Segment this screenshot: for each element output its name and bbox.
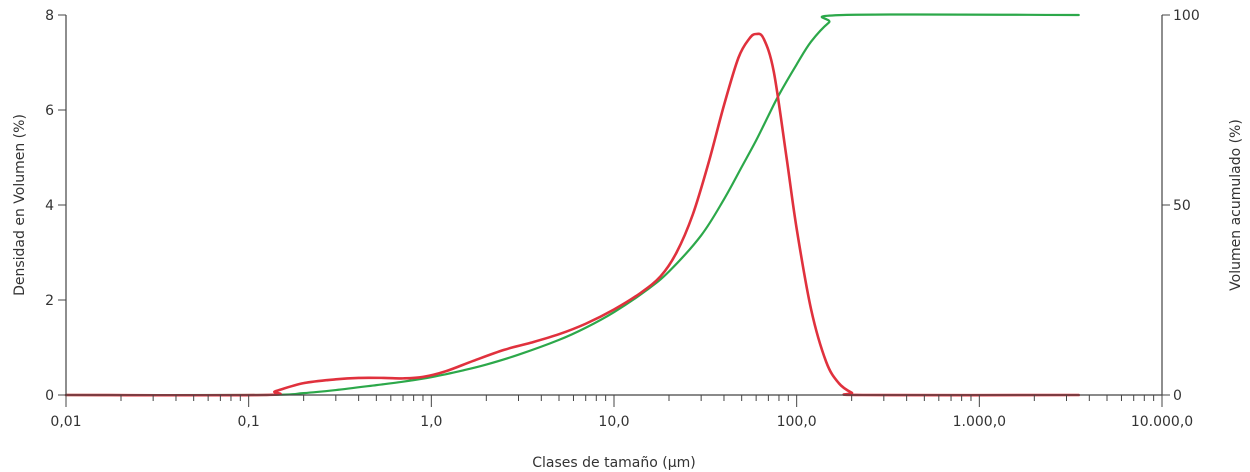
axes-layer — [58, 14, 1170, 407]
y-left-tick-label: 6 — [45, 103, 54, 119]
y-left-tick-label: 2 — [45, 293, 54, 309]
y-right-tick-label: 0 — [1173, 388, 1182, 404]
y-right-axis-title: Volumen acumulado (%) — [1228, 119, 1244, 291]
x-tick-label: 0,01 — [50, 414, 81, 430]
y-left-tick-label: 4 — [45, 198, 54, 214]
y-left-tick-label: 8 — [45, 8, 54, 24]
curves-layer — [64, 13, 1081, 397]
series-line-cumulative — [64, 13, 1080, 397]
x-tick-label: 10,0 — [598, 414, 629, 430]
x-tick-label: 0,1 — [238, 414, 260, 430]
y-left-tick-label: 0 — [45, 388, 54, 404]
x-axis-title: Clases de tamaño (µm) — [532, 455, 696, 471]
y-left-axis-title: Densidad en Volumen (%) — [12, 114, 28, 296]
series-line-density — [64, 32, 1081, 397]
x-tick-label: 1.000,0 — [953, 414, 1006, 430]
y-right-tick-label: 100 — [1173, 8, 1200, 24]
x-tick-label: 1,0 — [420, 414, 442, 430]
x-tick-label: 100,0 — [777, 414, 817, 430]
labels-layer: 0,01 0,1 1,0 10,0 100,0 1.000,0 10.000,0 0 2 4 6 8 0… — [12, 8, 1244, 471]
x-tick-label: 10.000,0 — [1131, 414, 1193, 430]
y-right-tick-label: 50 — [1173, 198, 1191, 214]
